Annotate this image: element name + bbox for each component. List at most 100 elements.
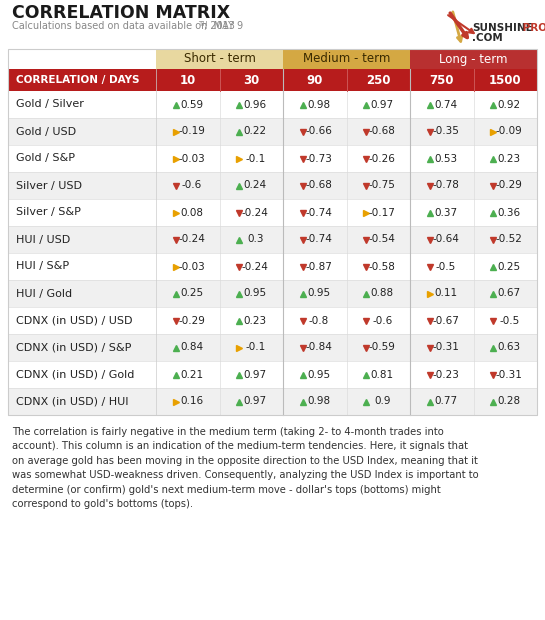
Text: Gold / S&P: Gold / S&P	[16, 154, 75, 164]
Bar	[8, 280, 537, 307]
Text: 30: 30	[243, 74, 259, 87]
Text: The correlation is fairly negative in the medium term (taking 2- to 4-month trad: The correlation is fairly negative in th…	[12, 427, 479, 509]
Bar	[8, 118, 537, 145]
Text: Silver / USD: Silver / USD	[16, 180, 82, 190]
Bar	[8, 145, 537, 172]
Text: 0.08: 0.08	[180, 208, 203, 218]
Bar	[8, 69, 537, 91]
Text: 0.53: 0.53	[434, 154, 457, 164]
Bar	[410, 49, 537, 69]
Bar	[8, 361, 537, 388]
Text: 1500: 1500	[489, 74, 522, 87]
Text: 0.88: 0.88	[371, 288, 394, 298]
Text: 0.28: 0.28	[498, 397, 521, 407]
Text: -0.24: -0.24	[242, 208, 269, 218]
Text: Silver / S&P: Silver / S&P	[16, 208, 81, 218]
Text: 0.67: 0.67	[498, 288, 521, 298]
Text: HUI / USD: HUI / USD	[16, 234, 70, 244]
Bar	[283, 49, 410, 69]
Bar	[8, 253, 537, 280]
Text: 0.36: 0.36	[498, 208, 521, 218]
Text: -0.6: -0.6	[372, 316, 392, 326]
Text: -0.74: -0.74	[305, 234, 332, 244]
Text: .COM: .COM	[472, 33, 502, 43]
Text: 0.84: 0.84	[180, 342, 203, 353]
Text: TH: TH	[198, 20, 208, 27]
Text: CDNX (in USD) / S&P: CDNX (in USD) / S&P	[16, 342, 131, 353]
Text: 250: 250	[366, 74, 391, 87]
Text: -0.78: -0.78	[432, 180, 459, 190]
Text: -0.17: -0.17	[369, 208, 396, 218]
Text: -0.1: -0.1	[245, 154, 265, 164]
Text: , 2013: , 2013	[204, 21, 235, 31]
Text: 0.37: 0.37	[434, 208, 457, 218]
Text: -0.35: -0.35	[432, 126, 459, 136]
Text: 0.16: 0.16	[180, 397, 203, 407]
Text: HUI / S&P: HUI / S&P	[16, 262, 69, 272]
Text: -0.67: -0.67	[432, 316, 459, 326]
Text: 0.97: 0.97	[244, 370, 267, 379]
Text: 0.63: 0.63	[498, 342, 521, 353]
Text: -0.24: -0.24	[178, 234, 205, 244]
Bar	[8, 388, 537, 415]
Text: -0.24: -0.24	[242, 262, 269, 272]
Text: Long - term: Long - term	[439, 53, 508, 66]
Text: -0.31: -0.31	[496, 370, 523, 379]
Bar	[8, 172, 537, 199]
Text: CDNX (in USD) / HUI: CDNX (in USD) / HUI	[16, 397, 129, 407]
Text: 0.59: 0.59	[180, 99, 203, 110]
Text: CORRELATION / DAYS: CORRELATION / DAYS	[16, 75, 140, 85]
Bar	[8, 226, 537, 253]
Text: -0.5: -0.5	[435, 262, 456, 272]
Text: 0.95: 0.95	[307, 370, 330, 379]
Text: 0.92: 0.92	[498, 99, 521, 110]
Text: -0.68: -0.68	[305, 180, 332, 190]
Bar	[8, 91, 537, 118]
Text: -0.29: -0.29	[496, 180, 523, 190]
Bar	[156, 49, 283, 69]
Text: -0.8: -0.8	[308, 316, 329, 326]
Text: CDNX (in USD) / Gold: CDNX (in USD) / Gold	[16, 370, 135, 379]
Text: CDNX (in USD) / USD: CDNX (in USD) / USD	[16, 316, 132, 326]
Text: 0.97: 0.97	[244, 397, 267, 407]
Text: -0.58: -0.58	[369, 262, 396, 272]
Text: Medium - term: Medium - term	[303, 53, 390, 66]
Bar	[8, 334, 537, 361]
Text: 0.98: 0.98	[307, 99, 330, 110]
Text: -0.66: -0.66	[305, 126, 332, 136]
Text: 750: 750	[429, 74, 454, 87]
Text: -0.68: -0.68	[369, 126, 396, 136]
Text: Calculations based on data available on  MAY 9: Calculations based on data available on …	[12, 21, 243, 31]
Text: 0.25: 0.25	[498, 262, 521, 272]
Text: 0.21: 0.21	[180, 370, 203, 379]
Text: -0.5: -0.5	[499, 316, 519, 326]
Text: -0.1: -0.1	[245, 342, 265, 353]
Text: 10: 10	[180, 74, 196, 87]
Text: -0.6: -0.6	[181, 180, 202, 190]
Text: -0.29: -0.29	[178, 316, 205, 326]
Text: 0.95: 0.95	[244, 288, 267, 298]
Text: 0.24: 0.24	[244, 180, 267, 190]
Text: -0.19: -0.19	[178, 126, 205, 136]
Text: 0.11: 0.11	[434, 288, 457, 298]
Text: Gold / USD: Gold / USD	[16, 126, 76, 136]
Text: SUNSHINE: SUNSHINE	[472, 23, 533, 33]
Text: 0.98: 0.98	[307, 397, 330, 407]
Text: -0.84: -0.84	[305, 342, 332, 353]
Text: Gold / Silver: Gold / Silver	[16, 99, 84, 110]
Text: HUI / Gold: HUI / Gold	[16, 288, 72, 298]
Bar	[8, 307, 537, 334]
Text: -0.23: -0.23	[432, 370, 459, 379]
Text: -0.03: -0.03	[178, 154, 205, 164]
Text: CORRELATION MATRIX: CORRELATION MATRIX	[12, 4, 230, 22]
Text: -0.75: -0.75	[369, 180, 396, 190]
Text: -0.31: -0.31	[432, 342, 459, 353]
Text: 0.95: 0.95	[307, 288, 330, 298]
Text: 0.97: 0.97	[371, 99, 394, 110]
Text: 0.74: 0.74	[434, 99, 457, 110]
Text: Short - term: Short - term	[184, 53, 256, 66]
Text: -0.59: -0.59	[369, 342, 396, 353]
Text: 0.23: 0.23	[244, 316, 267, 326]
Text: 0.22: 0.22	[244, 126, 267, 136]
Text: PROFITS: PROFITS	[519, 23, 545, 33]
